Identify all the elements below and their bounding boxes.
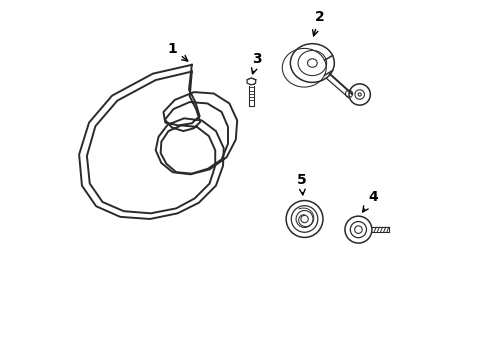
Polygon shape xyxy=(247,78,256,85)
Text: 4: 4 xyxy=(363,190,378,212)
Text: 2: 2 xyxy=(313,10,324,36)
Text: 5: 5 xyxy=(297,173,307,195)
Text: 3: 3 xyxy=(251,52,262,74)
Text: 1: 1 xyxy=(168,42,188,61)
